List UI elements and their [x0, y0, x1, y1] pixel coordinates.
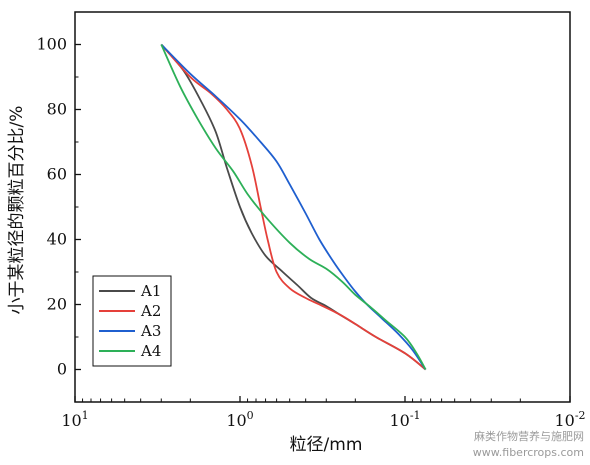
axes: 101 100 10-1 10-2 0 20 40 60 80 100: [36, 11, 586, 430]
y-tick-label: 20: [47, 295, 67, 314]
series-layer: [160, 43, 427, 371]
y-tick-label: 60: [47, 165, 67, 184]
legend: A1 A2 A3 A4: [92, 275, 172, 367]
y-tick-label: 80: [47, 100, 67, 119]
x-tick-label: 101: [61, 409, 88, 430]
y-tick-label: 0: [57, 360, 67, 379]
x-tick-label: 10-2: [554, 409, 585, 430]
y-tick-label: 40: [47, 230, 67, 249]
watermark-line2: www.fibercrops.com: [473, 446, 584, 459]
series-line-a4: [160, 44, 427, 370]
legend-label-a4: A4: [140, 342, 161, 360]
x-tick-label: 10-1: [389, 409, 420, 430]
x-axis-label: 粒径/mm: [290, 435, 363, 455]
y-axis-label: 小于某粒径的颗粒百分比/%: [7, 106, 27, 315]
x-tick-label: 100: [226, 409, 253, 430]
legend-label-a3: A3: [140, 322, 161, 340]
legend-label-a1: A1: [140, 282, 161, 300]
series-line-a3: [160, 43, 427, 371]
series-line-a2: [160, 43, 427, 371]
legend-label-a2: A2: [140, 302, 161, 320]
watermark-line1: 麻类作物营养与施肥网: [474, 429, 584, 443]
y-tick-label: 100: [36, 35, 67, 54]
